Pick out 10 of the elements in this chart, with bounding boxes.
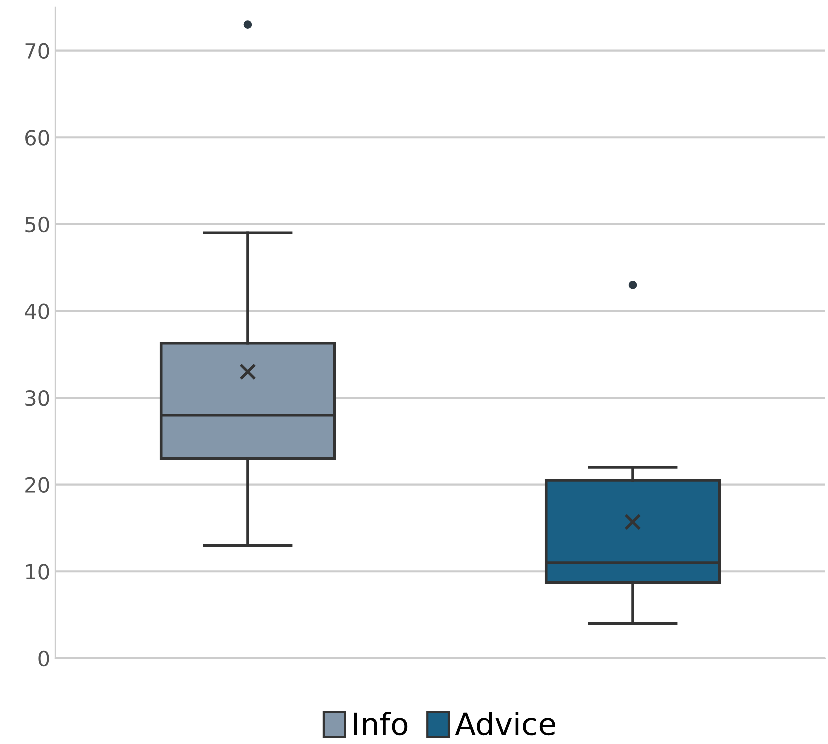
y-tick-label: 60: [26, 130, 50, 146]
legend-label: Advice: [455, 712, 556, 736]
y-tick-label: 70: [26, 43, 50, 60]
y-tick-label: 30: [26, 390, 50, 406]
y-tick-label: 20: [26, 477, 50, 494]
y-tick-label: 10: [26, 564, 50, 580]
y-tick-label: 40: [25, 304, 50, 320]
y-tick-label: 50: [26, 216, 50, 233]
legend-label: Info: [354, 712, 408, 736]
y-tick-label: 0: [38, 650, 50, 667]
